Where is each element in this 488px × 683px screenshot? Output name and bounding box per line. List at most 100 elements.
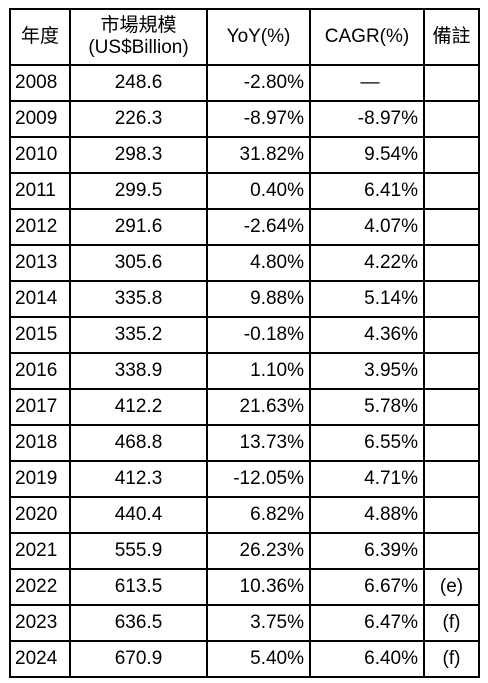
cell-yoy: 5.40% bbox=[206, 640, 311, 678]
cell-note: (f) bbox=[423, 604, 480, 642]
cell-cagr: 5.14% bbox=[309, 280, 425, 318]
cell-market-size: 291.6 bbox=[69, 208, 208, 246]
table-row: 2013 305.6 4.80% 4.22% bbox=[9, 244, 480, 282]
cell-market-size: 338.9 bbox=[69, 352, 208, 390]
cell-yoy: 21.63% bbox=[206, 388, 311, 426]
cell-cagr: -8.97% bbox=[309, 100, 425, 138]
cell-note bbox=[423, 244, 480, 282]
cell-note bbox=[423, 388, 480, 426]
cell-year: 2020 bbox=[9, 496, 71, 534]
cell-cagr: 4.36% bbox=[309, 316, 425, 354]
market-size-table-container: 年度 市場規模 (US$Billion) YoY(%) CAGR(%) 備註 2… bbox=[9, 8, 480, 678]
cell-year: 2019 bbox=[9, 460, 71, 498]
cell-cagr: 6.41% bbox=[309, 172, 425, 210]
cell-note bbox=[423, 352, 480, 390]
header-market-size: 市場規模 (US$Billion) bbox=[69, 8, 208, 66]
cell-yoy: 26.23% bbox=[206, 532, 311, 570]
table-row: 2015 335.2 -0.18% 4.36% bbox=[9, 316, 480, 354]
header-yoy: YoY(%) bbox=[206, 8, 311, 66]
cell-cagr: 6.40% bbox=[309, 640, 425, 678]
cell-year: 2023 bbox=[9, 604, 71, 642]
cell-cagr: 6.47% bbox=[309, 604, 425, 642]
cell-note: (f) bbox=[423, 640, 480, 678]
cell-yoy: -2.64% bbox=[206, 208, 311, 246]
cell-year: 2021 bbox=[9, 532, 71, 570]
cell-year: 2018 bbox=[9, 424, 71, 462]
cell-year: 2009 bbox=[9, 100, 71, 138]
cell-yoy: 10.36% bbox=[206, 568, 311, 606]
cell-year: 2011 bbox=[9, 172, 71, 210]
cell-cagr: 6.67% bbox=[309, 568, 425, 606]
cell-year: 2010 bbox=[9, 136, 71, 174]
cell-year: 2014 bbox=[9, 280, 71, 318]
cell-year: 2024 bbox=[9, 640, 71, 678]
table-row: 2023 636.5 3.75% 6.47% (f) bbox=[9, 604, 480, 642]
cell-note bbox=[423, 100, 480, 138]
cell-year: 2008 bbox=[9, 64, 71, 102]
cell-yoy: -8.97% bbox=[206, 100, 311, 138]
cell-yoy: 31.82% bbox=[206, 136, 311, 174]
header-year: 年度 bbox=[9, 8, 71, 66]
cell-year: 2017 bbox=[9, 388, 71, 426]
cell-year: 2022 bbox=[9, 568, 71, 606]
cell-cagr: — bbox=[309, 64, 425, 102]
cell-market-size: 440.4 bbox=[69, 496, 208, 534]
cell-note bbox=[423, 172, 480, 210]
table-row: 2019 412.3 -12.05% 4.71% bbox=[9, 460, 480, 498]
table-row: 2017 412.2 21.63% 5.78% bbox=[9, 388, 480, 426]
cell-cagr: 6.55% bbox=[309, 424, 425, 462]
cell-market-size: 298.3 bbox=[69, 136, 208, 174]
cell-cagr: 9.54% bbox=[309, 136, 425, 174]
cell-note: (e) bbox=[423, 568, 480, 606]
table-header-row: 年度 市場規模 (US$Billion) YoY(%) CAGR(%) 備註 bbox=[9, 8, 480, 66]
cell-market-size: 555.9 bbox=[69, 532, 208, 570]
cell-market-size: 636.5 bbox=[69, 604, 208, 642]
cell-market-size: 305.6 bbox=[69, 244, 208, 282]
cell-note bbox=[423, 316, 480, 354]
cell-yoy: 0.40% bbox=[206, 172, 311, 210]
cell-market-size: 412.2 bbox=[69, 388, 208, 426]
cell-market-size: 670.9 bbox=[69, 640, 208, 678]
header-cagr: CAGR(%) bbox=[309, 8, 425, 66]
table-row: 2018 468.8 13.73% 6.55% bbox=[9, 424, 480, 462]
cell-note bbox=[423, 280, 480, 318]
cell-market-size: 335.8 bbox=[69, 280, 208, 318]
cell-market-size: 468.8 bbox=[69, 424, 208, 462]
header-market-size-title: 市場規模 bbox=[100, 15, 177, 36]
cell-cagr: 5.78% bbox=[309, 388, 425, 426]
cell-note bbox=[423, 424, 480, 462]
cell-market-size: 412.3 bbox=[69, 460, 208, 498]
cell-year: 2015 bbox=[9, 316, 71, 354]
cell-yoy: -0.18% bbox=[206, 316, 311, 354]
cell-cagr: 4.88% bbox=[309, 496, 425, 534]
cell-market-size: 613.5 bbox=[69, 568, 208, 606]
market-size-table: 年度 市場規模 (US$Billion) YoY(%) CAGR(%) 備註 2… bbox=[9, 8, 480, 678]
table-row: 2022 613.5 10.36% 6.67% (e) bbox=[9, 568, 480, 606]
cell-note bbox=[423, 208, 480, 246]
table-body: 2008 248.6 -2.80% — 2009 226.3 -8.97% -8… bbox=[9, 64, 480, 678]
cell-yoy: 4.80% bbox=[206, 244, 311, 282]
cell-note bbox=[423, 136, 480, 174]
cell-note bbox=[423, 460, 480, 498]
cell-yoy: 6.82% bbox=[206, 496, 311, 534]
cell-yoy: 1.10% bbox=[206, 352, 311, 390]
cell-year: 2016 bbox=[9, 352, 71, 390]
cell-market-size: 299.5 bbox=[69, 172, 208, 210]
table-row: 2012 291.6 -2.64% 4.07% bbox=[9, 208, 480, 246]
header-market-size-unit: (US$Billion) bbox=[88, 37, 189, 58]
cell-cagr: 3.95% bbox=[309, 352, 425, 390]
cell-cagr: 6.39% bbox=[309, 532, 425, 570]
cell-cagr: 4.71% bbox=[309, 460, 425, 498]
cell-market-size: 226.3 bbox=[69, 100, 208, 138]
cell-note bbox=[423, 64, 480, 102]
cell-note bbox=[423, 532, 480, 570]
cell-cagr: 4.22% bbox=[309, 244, 425, 282]
cell-market-size: 335.2 bbox=[69, 316, 208, 354]
table-row: 2020 440.4 6.82% 4.88% bbox=[9, 496, 480, 534]
header-notes: 備註 bbox=[423, 8, 480, 66]
cell-yoy: 3.75% bbox=[206, 604, 311, 642]
cell-year: 2013 bbox=[9, 244, 71, 282]
cell-yoy: -12.05% bbox=[206, 460, 311, 498]
table-row: 2024 670.9 5.40% 6.40% (f) bbox=[9, 640, 480, 678]
table-row: 2016 338.9 1.10% 3.95% bbox=[9, 352, 480, 390]
